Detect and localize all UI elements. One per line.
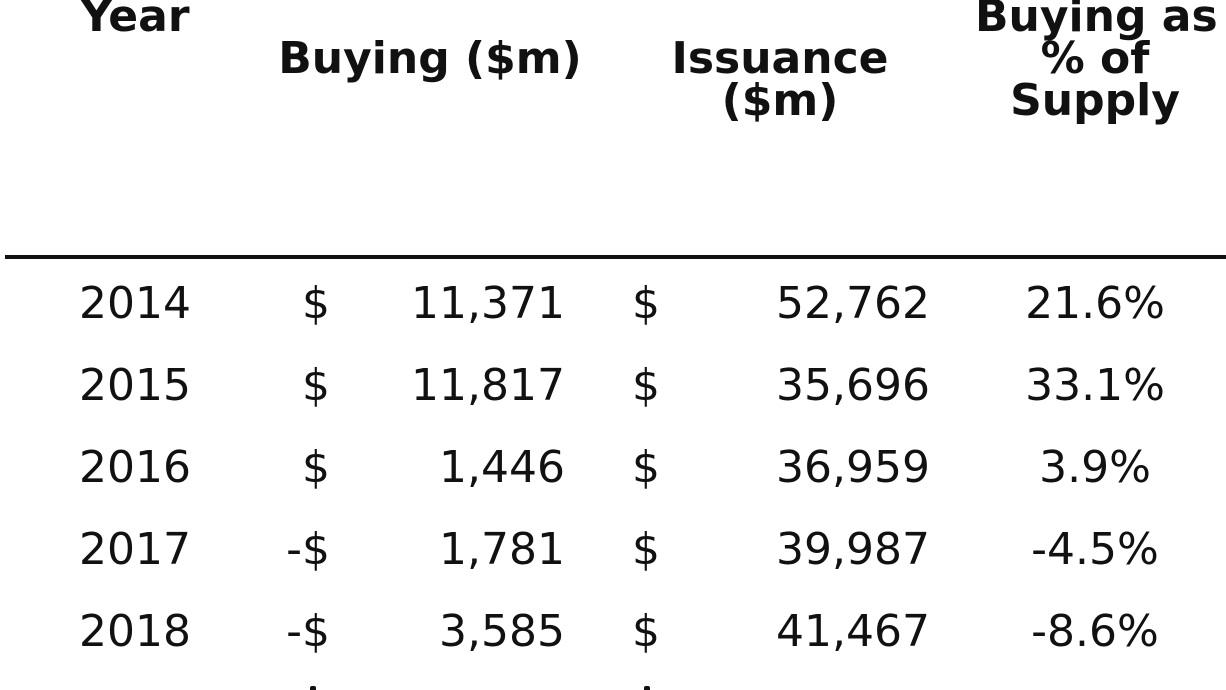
table-row: 2017 -$ 1,781 $ 39,987 -4.5%	[0, 514, 1226, 586]
cell-buying: 3,585	[439, 606, 565, 657]
cell-year: 2018	[79, 606, 191, 657]
header-pct-line2: % of	[1040, 33, 1150, 84]
header-issuance-line2: ($m)	[721, 75, 839, 126]
cell-buying: 1,781	[439, 524, 565, 575]
cell-buying: 11,371	[411, 278, 565, 329]
cell-year: 2016	[79, 442, 191, 493]
cell-pct: -8.6%	[1031, 606, 1159, 657]
header-buying: Buying ($m)	[260, 33, 600, 84]
cell-buying-sign: $	[302, 278, 330, 329]
header-buying-label: Buying ($m)	[278, 33, 582, 84]
cell-buying: 11,817	[411, 360, 565, 411]
header-issuance-line1: Issuance	[671, 33, 889, 84]
cell-year: 2015	[79, 360, 191, 411]
header-pct-line1: Buying as	[975, 0, 1218, 42]
cell-buying-sign: -$	[286, 606, 330, 657]
cell-issuance: 39,987	[776, 524, 930, 575]
cell-issuance-sign: $	[632, 360, 660, 411]
cell-year: 2014	[79, 278, 191, 329]
cut-off-glyph	[306, 686, 320, 690]
header-divider	[5, 255, 1226, 259]
cell-issuance: 52,762	[776, 278, 930, 329]
cell-issuance: 41,467	[776, 606, 930, 657]
cell-pct: 21.6%	[1025, 278, 1165, 329]
table-row: 2016 $ 1,446 $ 36,959 3.9%	[0, 432, 1226, 504]
cell-buying-sign: $	[302, 442, 330, 493]
cell-pct: 3.9%	[1039, 442, 1151, 493]
cell-year: 2017	[79, 524, 191, 575]
header-issuance: Issuance ($m)	[640, 33, 920, 126]
cell-issuance-sign: $	[632, 606, 660, 657]
header-year: Year	[40, 0, 230, 42]
cell-issuance: 36,959	[776, 442, 930, 493]
cell-pct: -4.5%	[1031, 524, 1159, 575]
cell-issuance-sign: $	[632, 442, 660, 493]
cell-buying-sign: $	[302, 360, 330, 411]
header-pct-line3: Supply	[1010, 75, 1180, 126]
table-row: 2014 $ 11,371 $ 52,762 21.6%	[0, 268, 1226, 340]
cell-issuance-sign: $	[632, 524, 660, 575]
table-row: 2018 -$ 3,585 $ 41,467 -8.6%	[0, 596, 1226, 668]
cell-buying: 1,446	[439, 442, 565, 493]
cut-off-glyph	[640, 686, 654, 690]
cell-pct: 33.1%	[1025, 360, 1165, 411]
header-year-label: Year	[80, 0, 190, 42]
cell-buying-sign: -$	[286, 524, 330, 575]
cell-issuance-sign: $	[632, 278, 660, 329]
header-buying-pct-supply: Buying as % of Supply	[975, 0, 1218, 126]
table-row: 2015 $ 11,817 $ 35,696 33.1%	[0, 350, 1226, 422]
cell-issuance: 35,696	[776, 360, 930, 411]
